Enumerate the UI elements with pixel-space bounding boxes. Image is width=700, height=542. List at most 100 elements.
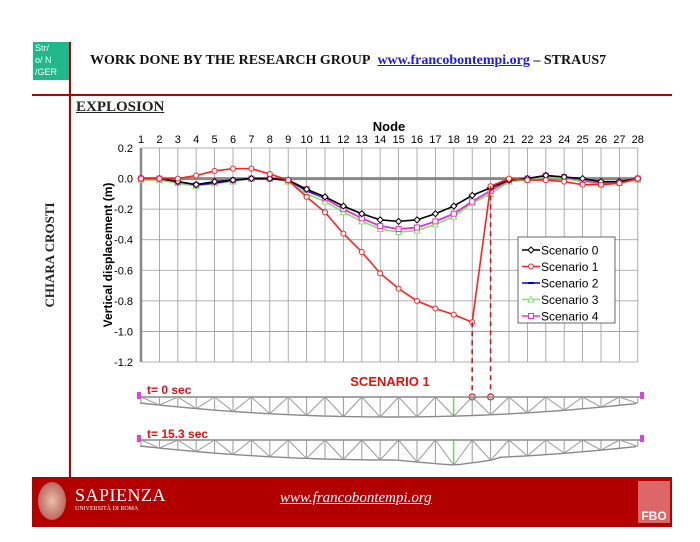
scenario-0-point bbox=[339, 202, 348, 210]
x-tick-label: 26 bbox=[595, 134, 607, 146]
truss-diagonal bbox=[195, 439, 215, 453]
footer-bar: SAPIENZA UNIVERSITÀ DI ROMA www.francobo… bbox=[32, 477, 672, 527]
x-tick-label: 2 bbox=[156, 134, 162, 146]
scenario-1-point bbox=[340, 230, 347, 237]
truss-diagonal bbox=[490, 396, 510, 416]
scenario-1-point bbox=[634, 175, 641, 182]
truss-bottom-chord bbox=[139, 445, 637, 466]
horizontal-divider bbox=[32, 94, 672, 96]
scenario-1-point bbox=[358, 248, 365, 255]
header-text: WORK DONE BY THE RESEARCH GROUP bbox=[90, 53, 371, 68]
university-subtitle: UNIVERSITÀ DI ROMA bbox=[75, 506, 139, 512]
scenario-1-point bbox=[377, 270, 384, 277]
legend-marker bbox=[527, 246, 535, 254]
tick-labels: 1 2 3 4 5 6 7 8 9 10 11 12 13 14 15 16 17 18 19 20 21 22 23 24 2… bbox=[114, 134, 644, 369]
truss-diagonal bbox=[214, 396, 234, 412]
truss-diagonal bbox=[490, 439, 510, 461]
x-tick-label: 9 bbox=[285, 134, 291, 146]
x-tick-label: 15 bbox=[392, 134, 404, 146]
scenario-0-point bbox=[302, 185, 311, 193]
scenario-4-point bbox=[469, 198, 476, 205]
scenario-1-point bbox=[616, 180, 623, 187]
truss-diagonal bbox=[545, 396, 565, 411]
x-tick-label: 8 bbox=[267, 134, 273, 146]
x-tick-label: 5 bbox=[212, 134, 218, 146]
truss-diagonal bbox=[527, 396, 547, 414]
x-tick-label: 22 bbox=[521, 134, 533, 146]
truss-diagonal bbox=[140, 396, 160, 406]
x-tick-label: 12 bbox=[337, 134, 349, 146]
scenario-1-point bbox=[138, 175, 144, 182]
header-suffix: – STRAUS7 bbox=[533, 53, 607, 68]
scenario-1-point bbox=[174, 175, 181, 182]
truss-support bbox=[137, 435, 141, 442]
truss-diagonal bbox=[232, 396, 252, 412]
legend-marker bbox=[528, 263, 534, 270]
scenario-label: SCENARIO 1 bbox=[350, 374, 429, 389]
truss-support bbox=[137, 392, 141, 399]
legend-entry: Scenario 0 bbox=[541, 244, 599, 258]
scenario-1-point bbox=[414, 297, 420, 304]
x-tick-label: 28 bbox=[632, 134, 644, 146]
scenario-0-point bbox=[578, 174, 587, 183]
scenario-1-point bbox=[598, 181, 604, 188]
x-tick-label: 20 bbox=[484, 134, 496, 146]
truss-bottom-chord bbox=[139, 402, 637, 418]
truss-diagonal bbox=[582, 396, 602, 408]
scenario-1-point bbox=[266, 170, 273, 177]
x-tick-label: 1 bbox=[138, 134, 144, 146]
truss-diagonal bbox=[306, 439, 326, 459]
legend-entry: Scenario 2 bbox=[541, 277, 599, 291]
x-tick-label: 24 bbox=[558, 134, 570, 146]
truss-diagonal bbox=[600, 396, 620, 408]
scenario-1-point bbox=[211, 167, 218, 174]
scenario-4-point bbox=[414, 224, 420, 231]
scenario-0-point bbox=[450, 202, 458, 210]
scenario-1-point bbox=[285, 177, 292, 184]
legend-entry: Scenario 1 bbox=[541, 260, 599, 274]
truss-diagonal bbox=[251, 439, 271, 458]
legend-marker bbox=[528, 313, 534, 319]
truss-diagonal bbox=[343, 439, 363, 460]
logo-line: o/ N bbox=[35, 55, 52, 65]
truss-diagonal bbox=[379, 396, 399, 418]
truss-support bbox=[640, 392, 644, 399]
truss-diagonal bbox=[361, 439, 381, 461]
header-link[interactable]: www.francobontempi.org bbox=[377, 53, 530, 68]
truss-diagonal bbox=[453, 396, 473, 417]
scenario-1-point bbox=[450, 311, 457, 318]
logo-line: /GER bbox=[35, 67, 58, 77]
x-tick-label: 14 bbox=[374, 134, 386, 146]
truss-diagonal bbox=[398, 396, 418, 418]
x-tick-label: 27 bbox=[613, 134, 625, 146]
scenario-1-point bbox=[156, 175, 163, 182]
truss-diagonal bbox=[324, 396, 344, 417]
truss-diagonal bbox=[140, 439, 160, 449]
scenario-0-point bbox=[431, 210, 440, 218]
truss-diagonal bbox=[434, 439, 455, 466]
university-name: SAPIENZA bbox=[75, 485, 167, 505]
footer-link[interactable]: www.francobontempi.org bbox=[280, 490, 432, 506]
scenario-0-point bbox=[358, 210, 366, 218]
scenario-0-point bbox=[266, 174, 274, 183]
t1-label: t= 15.3 sec bbox=[147, 427, 208, 441]
scenario-0-line bbox=[141, 174, 638, 223]
fbo-logo-text: FBO bbox=[641, 509, 667, 523]
annotations bbox=[468, 186, 495, 401]
legend-marker bbox=[527, 295, 535, 303]
truss-models bbox=[137, 392, 644, 466]
y-tick-label: 0.2 bbox=[118, 143, 133, 155]
legend-entry: Scenario 3 bbox=[541, 293, 599, 307]
vertical-divider bbox=[69, 42, 71, 478]
truss-diagonal bbox=[324, 439, 344, 460]
y-tick-label: 0.0 bbox=[118, 174, 133, 186]
y-tick-label: -0.2 bbox=[114, 204, 133, 216]
x-tick-label: 23 bbox=[540, 134, 552, 146]
legend: Scenario 0 Scenario 1 Scenario 2 Scenario 3… bbox=[517, 236, 616, 324]
truss-diagonal bbox=[619, 439, 638, 447]
scenario-1-point bbox=[193, 172, 200, 179]
x-tick-label: 25 bbox=[576, 134, 588, 146]
x-tick-label: 21 bbox=[503, 134, 515, 146]
truss-diagonal bbox=[177, 439, 197, 453]
